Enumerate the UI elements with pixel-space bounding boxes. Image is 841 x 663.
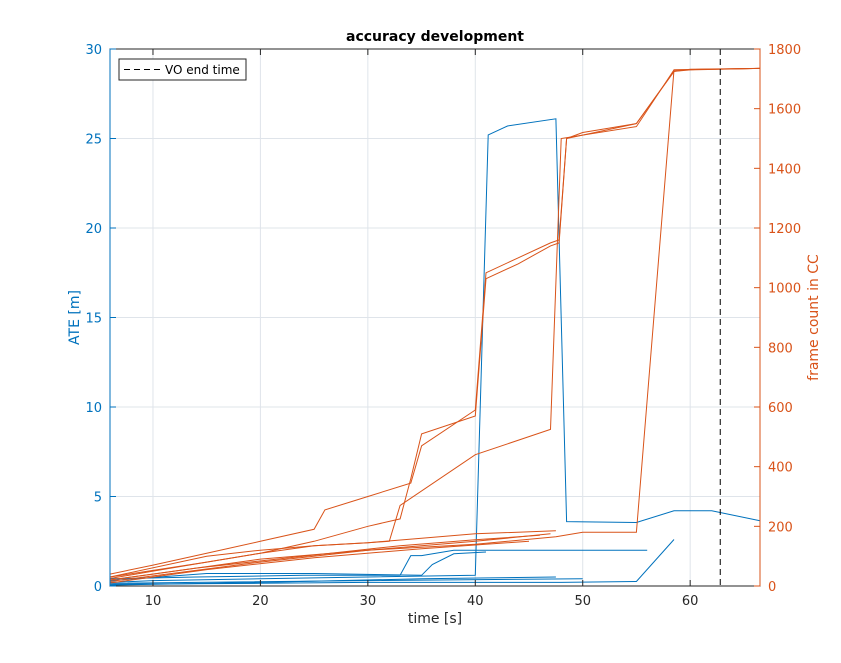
y-left-tick-label: 25 (85, 133, 102, 148)
legend-entry-vo-end-time: VO end time (165, 63, 240, 77)
y-left-tick-label: 30 (85, 43, 102, 58)
x-tick-label: 40 (467, 594, 484, 609)
ticks: 10 20 30 40 50 600510152025300200400600800100… (85, 43, 801, 609)
y-right-tick-label: 200 (768, 520, 793, 535)
x-tick-label: 30 (360, 594, 377, 609)
frame-count-series-line (109, 67, 761, 578)
x-tick-label: 60 (682, 594, 699, 609)
x-tick-label: 50 (574, 594, 591, 609)
y-right-tick-label: 1200 (768, 222, 801, 237)
y-axis-label-right: frame count in CC (806, 254, 822, 381)
y-right-tick-label: 800 (768, 341, 793, 356)
frame-count-series-line (109, 530, 556, 579)
x-tick-label: 20 (252, 594, 269, 609)
x-tick-label: 10 (145, 594, 162, 609)
ate-series-line (109, 551, 487, 582)
ate-series-line (109, 118, 761, 583)
legend: VO end time (118, 58, 247, 81)
frame-count-series-line (109, 67, 761, 578)
y-right-tick-label: 1400 (768, 162, 801, 177)
y-left-tick-label: 5 (94, 491, 102, 506)
grid (110, 48, 760, 587)
ate-series-line (109, 549, 648, 580)
legend-box (118, 58, 247, 81)
y-right-tick-label: 1000 (768, 282, 801, 297)
y-right-tick-label: 600 (768, 401, 793, 416)
frame-count-series-line (109, 540, 530, 584)
y-left-tick-label: 10 (85, 401, 102, 416)
frame-count-series-line (109, 534, 540, 581)
x-axis-label: time [s] (408, 611, 462, 627)
frame-count-series-line (109, 533, 551, 582)
y-axis-label-left: ATE [m] (67, 290, 83, 345)
y-right-tick-label: 1600 (768, 103, 801, 118)
frame-count-series (109, 67, 761, 584)
y-right-tick-label: 0 (768, 580, 776, 595)
y-left-tick-label: 20 (85, 222, 102, 237)
y-left-tick-label: 15 (85, 312, 102, 327)
y-right-tick-label: 400 (768, 461, 793, 476)
y-left-tick-label: 0 (94, 580, 102, 595)
y-right-tick-label: 1800 (768, 43, 801, 58)
chart-title: accuracy development (346, 29, 524, 45)
